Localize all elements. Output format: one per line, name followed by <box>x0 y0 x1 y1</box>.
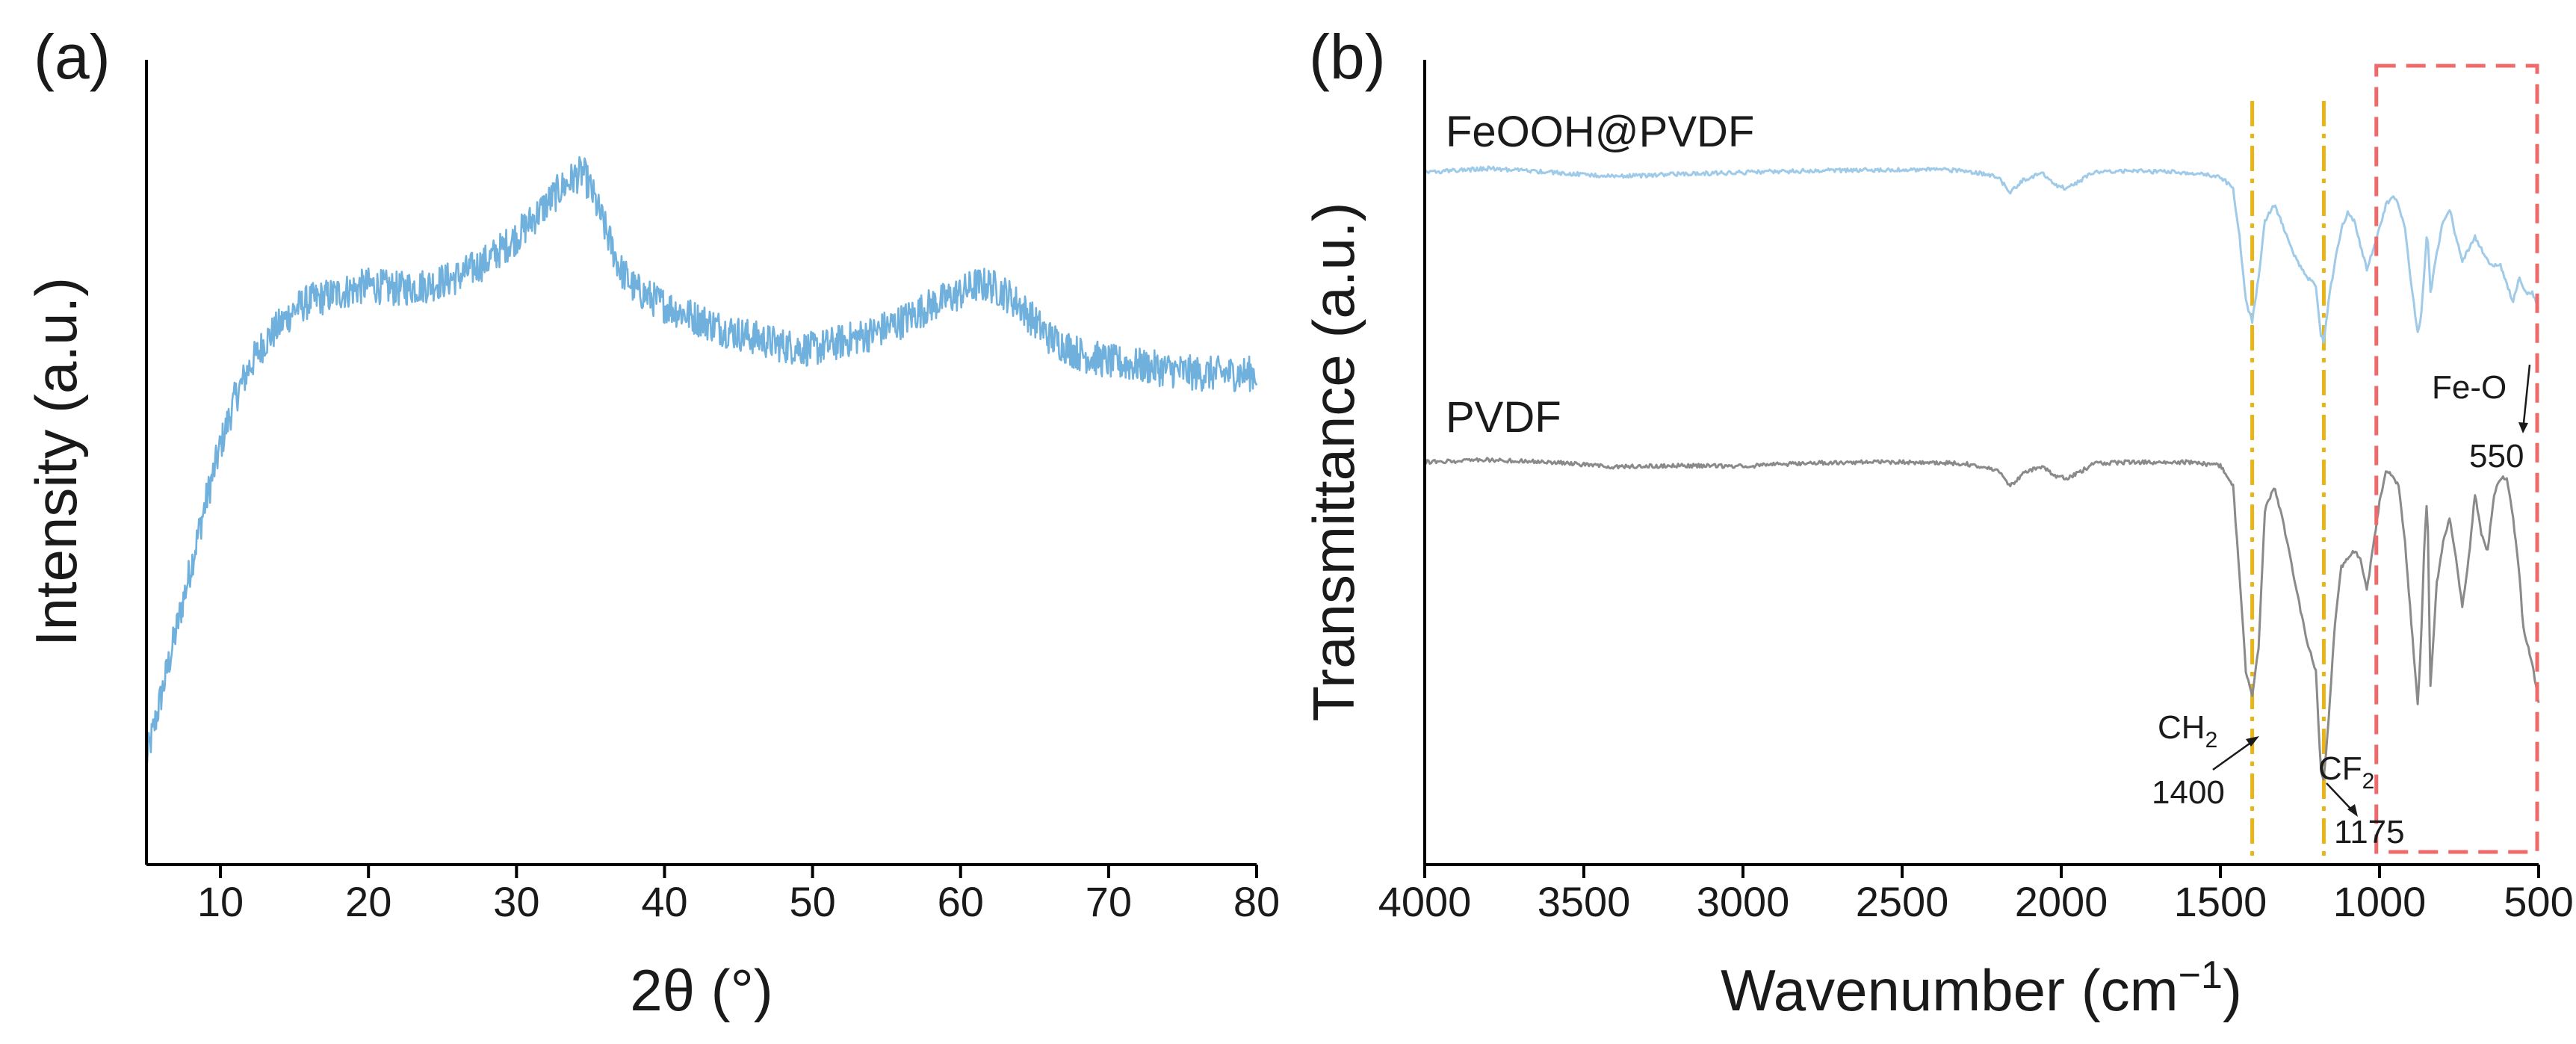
annotation-ch2-main: CH <box>2158 709 2205 746</box>
panel-b-x-label-tail: ) <box>2223 957 2242 1023</box>
annotation-cf2: CF2 1175 <box>2318 750 2405 850</box>
annotation-fe-o: Fe-O 550 <box>2432 364 2531 475</box>
annotation-cf2-arrowhead <box>2347 804 2358 817</box>
annotation-cf2-value: 1175 <box>2334 814 2405 850</box>
annotation-ch2-sub: 2 <box>2205 728 2218 753</box>
panel-a-x-tick-label: 20 <box>345 878 391 925</box>
annotation-cf2-label: CF2 <box>2318 750 2374 794</box>
panel-b-x-ticks: 4000 3500 3000 2500 2000 1500 1000 500 <box>1378 865 2574 925</box>
annotation-ch2-arrow <box>2212 738 2255 771</box>
annotation-cf2-sub: 2 <box>2362 769 2375 794</box>
panel-a-x-tick-label: 60 <box>938 878 984 925</box>
panel-b-y-label: Transmittance (a.u.) <box>1301 203 1366 722</box>
panel-b: (b) 4000 3500 3000 2500 2000 1500 1000 500 FeOO… <box>1301 22 2574 1023</box>
panel-a-axes <box>145 60 1257 866</box>
panel-b-x-label: Wavenumber (cm−1) <box>1721 954 2242 1023</box>
panel-b-x-tick-label: 4000 <box>1378 878 1472 925</box>
panel-a-x-tick-label: 80 <box>1233 878 1280 925</box>
annotation-cf2-arrow <box>2326 782 2354 812</box>
panel-a-x-tick-label: 40 <box>641 878 687 925</box>
annotation-cf2-main: CF <box>2318 750 2362 787</box>
panel-b-label: (b) <box>1309 22 1386 92</box>
annotation-ch2: CH2 1400 <box>2152 709 2259 811</box>
panel-a-y-label: Intensity (a.u.) <box>23 277 89 646</box>
panel-b-x-tick-label: 2000 <box>2015 878 2108 925</box>
panel-a-x-ticks: 10 20 30 40 50 60 70 80 <box>197 865 1280 925</box>
annotation-fe-o-value: 550 <box>2469 438 2524 475</box>
panel-a-label: (a) <box>34 22 111 92</box>
panel-b-plot-area <box>1423 64 2540 856</box>
panel-b-x-tick-label: 2500 <box>1856 878 1949 925</box>
annotation-ch2-label: CH2 <box>2158 709 2217 753</box>
panel-b-x-tick-label: 3000 <box>1697 878 1790 925</box>
panel-a-x-label: 2θ (°) <box>630 957 773 1023</box>
panel-a-x-tick-label: 70 <box>1086 878 1132 925</box>
panel-a-plot-area <box>145 155 1258 765</box>
series-label-pvdf: PVDF <box>1446 393 1561 442</box>
panel-b-x-tick-label: 3500 <box>1538 878 1631 925</box>
panel-b-series-feooh-pvdf <box>1423 165 2540 344</box>
fe-o-highlight-box <box>2374 64 2539 854</box>
annotation-ch2-value: 1400 <box>2152 774 2225 811</box>
panel-a-x-tick-label: 30 <box>493 878 539 925</box>
panel-a-x-tick-label: 10 <box>197 878 244 925</box>
panel-b-x-tick-label: 500 <box>2504 878 2573 925</box>
panel-b-x-label-main: Wavenumber (cm <box>1721 957 2179 1023</box>
panel-b-series-pvdf <box>1424 457 2540 781</box>
series-label-feooh-pvdf: FeOOH@PVDF <box>1446 108 1754 156</box>
annotation-fe-o-label: Fe-O <box>2432 369 2507 406</box>
annotation-fe-o-arrow <box>2522 364 2531 424</box>
panel-a-x-tick-label: 50 <box>789 878 835 925</box>
panel-b-x-tick-label: 1500 <box>2174 878 2267 925</box>
panel-a-series-xrd <box>145 155 1258 765</box>
panel-b-x-label-sup: −1 <box>2179 954 2223 997</box>
panel-b-axes <box>1423 60 2539 866</box>
annotation-ch2-arrowhead <box>2246 736 2259 747</box>
panel-a: (a) 10 20 30 40 50 60 70 80 2θ (°) Intensity (a… <box>23 22 1280 1023</box>
panel-b-x-tick-label: 1000 <box>2333 878 2427 925</box>
annotation-fe-o-arrowhead <box>2518 422 2528 433</box>
